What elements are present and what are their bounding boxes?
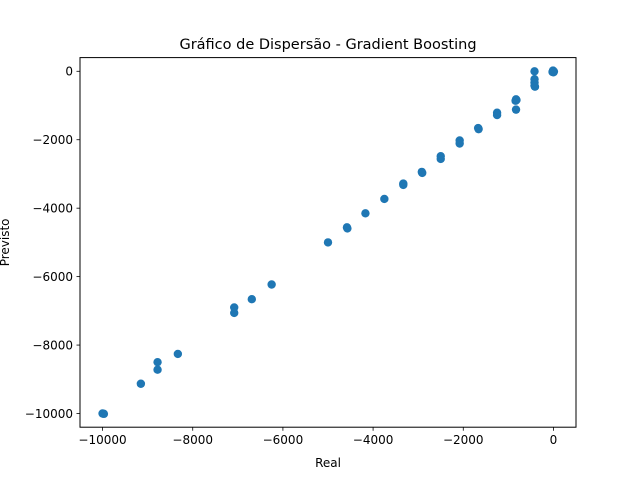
scatter-point (380, 194, 389, 204)
y-tick-label: −8000 (32, 338, 73, 352)
scatter-point (418, 168, 427, 178)
scatter-point (267, 280, 276, 289)
chart-title: Gráfico de Dispersão - Gradient Boosting (179, 37, 476, 53)
scatter-point (436, 154, 445, 164)
x-tick-label: −4000 (353, 433, 394, 447)
y-tick-label: −10000 (25, 407, 73, 421)
scatter-point (230, 308, 239, 318)
x-axis-ticks: −10000 −8000 −6000 −4000 −2000 0 (78, 427, 557, 447)
scatter-point (474, 124, 483, 134)
scatter-point (323, 238, 333, 247)
scatter-point (173, 349, 183, 359)
scatter-point (512, 95, 521, 105)
scatter-point (548, 67, 557, 77)
scatter-point (247, 295, 256, 304)
scatter-points (98, 66, 559, 419)
scatter-point (530, 82, 540, 91)
y-tick-label: −4000 (32, 201, 73, 215)
scatter-point (136, 379, 146, 388)
scatter-point (530, 67, 539, 76)
y-axis-ticks: −10000 −8000 −6000 −4000 −2000 0 (25, 65, 80, 421)
x-tick-label: 0 (550, 433, 558, 447)
y-tick-label: −6000 (32, 270, 73, 284)
scatter-point (455, 139, 464, 148)
scatter-point (511, 105, 521, 114)
y-tick-label: 0 (65, 65, 73, 79)
x-axis-label: Real (315, 456, 341, 470)
scatter-point (153, 357, 162, 367)
x-tick-label: −8000 (172, 433, 213, 447)
plot-frame (79, 57, 577, 428)
x-tick-label: −6000 (263, 433, 304, 447)
x-tick-label: −2000 (443, 433, 484, 447)
scatter-point (399, 180, 408, 190)
scatter-point (99, 409, 109, 419)
scatter-point (492, 110, 502, 120)
y-axis-label: Previsto (0, 218, 12, 266)
x-tick-label: −10000 (78, 433, 126, 447)
scatter-point (343, 224, 352, 233)
y-tick-label: −2000 (32, 133, 73, 147)
scatter-point (153, 365, 162, 374)
scatter-point (361, 209, 370, 218)
